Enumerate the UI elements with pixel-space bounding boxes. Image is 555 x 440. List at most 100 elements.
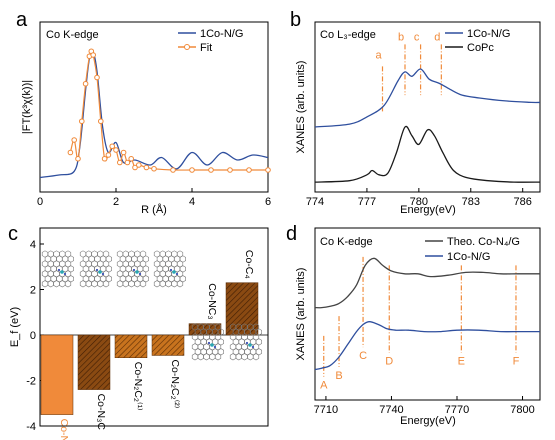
panel-a-fit-point <box>71 137 77 143</box>
panel-b-x-tick-label-4: 786 <box>514 196 532 208</box>
panel-c: c 4 2 0 -2 -4 Co-N₄ Co-N₃C Co-N₂C₂⁽¹⁾ Co-N₂C₂⁽²… <box>8 223 269 440</box>
panel-b-x-tick-label-3: 783 <box>462 196 480 208</box>
panel-d-x-tick-label-0: 7710 <box>314 404 338 416</box>
panel-c-ylabel: E_f (eV) <box>9 307 21 347</box>
panel-a-x-tick-label-0: 0 <box>37 196 43 208</box>
panel-a-fit-markers <box>67 48 271 173</box>
panel-a-letter: a <box>16 9 28 31</box>
panel-a-fit-point <box>90 52 96 58</box>
panel-b-x-tick-label-1: 777 <box>358 196 376 208</box>
panel-c-bar-2 <box>114 334 148 358</box>
panel-c-letter: c <box>8 223 18 245</box>
panel-a-fit-point <box>246 167 252 173</box>
panel-d-legend-label-1: Theo. Co-N₄/G <box>447 236 520 248</box>
panel-a-inset-title: Co K-edge <box>46 29 99 41</box>
panel-c-y-tick-label-4: -4 <box>26 421 36 433</box>
panel-a-fit-point <box>208 167 214 173</box>
panel-a-fit-point <box>75 155 81 162</box>
panel-a-x-tick-label-3: 6 <box>265 196 271 208</box>
panel-d-ylabel: XANES (arb. units) <box>295 268 307 361</box>
panel-d-x-tick-label-2: 7770 <box>445 404 469 416</box>
panel-c-structure-co-c4 <box>229 323 263 361</box>
panel-c-y-tick-label-3: -2 <box>26 376 36 388</box>
panel-d-xlabel: Energy(eV) <box>400 415 456 427</box>
panel-a-fit-point <box>128 155 134 162</box>
panel-b-peak-markers: a b c d <box>375 31 442 114</box>
panel-b-frame <box>314 21 541 193</box>
panel-a-fit-point <box>151 165 157 172</box>
panel-d-legend-label-2: 1Co-N/G <box>447 251 490 263</box>
panel-a-fit-point <box>117 159 123 166</box>
panel-d-marker-label-C: C <box>359 350 367 362</box>
panel-b-x-ticks: 774 777 780 783 786 <box>306 188 532 208</box>
panel-a-fit-point <box>98 118 104 125</box>
panel-a-x-tick-label-1: 2 <box>113 196 119 208</box>
panel-b-x-tick-label-2: 780 <box>410 196 428 208</box>
panel-c-bar-label-4: Co-NC₃ <box>206 283 218 319</box>
panel-a-fit-point <box>67 149 74 156</box>
panel-b-series-copc <box>314 125 541 183</box>
panel-c-structure-co-nc3 <box>191 323 224 361</box>
panel-c-structure-co-n3c <box>79 250 112 288</box>
panel-c-bar-1 <box>77 334 111 390</box>
panel-d-x-ticks: 7710 7740 7770 7800 <box>314 396 535 416</box>
panel-b-legend-label-2: CoPc <box>467 42 494 54</box>
panel-c-y-tick-label-2: 0 <box>30 330 36 342</box>
panel-b-x-tick-label-0: 774 <box>306 196 324 208</box>
panel-c-bar-label-5: Co-C₄ <box>243 250 255 279</box>
panel-b-marker-label-d: d <box>434 31 440 43</box>
panel-c-structure-co-n2c2-2 <box>153 250 186 288</box>
panel-b-inset-title: Co L₃-edge <box>320 29 376 41</box>
panel-a-xlabel: R (Å) <box>141 203 167 216</box>
panel-a-fit-point <box>265 167 271 173</box>
panel-b-legend-label-1: 1Co-N/G <box>467 28 510 40</box>
panel-d-series-1co-n-g <box>314 321 540 371</box>
panel-a-fit-point <box>113 147 119 153</box>
panel-c-bars <box>40 282 259 415</box>
panel-d-marker-label-A: A <box>320 380 328 392</box>
panel-a-fit-point <box>227 167 233 173</box>
panel-a-legend-label-1: 1Co-N/G <box>200 28 243 40</box>
panel-d-series-theo <box>314 257 540 309</box>
panel-a-fit-point <box>124 159 131 166</box>
panel-a-fit-point <box>101 155 108 162</box>
panel-a-legend-label-2: Fit <box>200 42 212 54</box>
panel-c-structure-co-n2c2-1 <box>116 250 149 288</box>
panel-d-x-tick-label-3: 7800 <box>510 404 534 416</box>
panel-b-ylabel: XANES (arb. units) <box>295 61 307 154</box>
panel-c-bar-label-3: Co-N₂C₂⁽²⁾ <box>169 359 181 408</box>
panel-a-fit-point <box>189 167 195 173</box>
panel-c-bar-label-0: Co-N₄ <box>58 419 70 440</box>
panel-a-fit-point <box>79 118 85 125</box>
panel-b: b Co L₃-edge 1Co-N/G CoPc 774 777 780 783 78… <box>290 9 541 216</box>
panel-c-y-tick-label-0: 4 <box>30 239 36 251</box>
panel-a-fit-point <box>82 80 89 87</box>
panel-a-ylabel: |FT(k³χ(k))| <box>21 80 33 134</box>
panel-d-x-tick-label-1: 7740 <box>379 404 403 416</box>
panel-d-frame <box>314 227 541 401</box>
panel-b-marker-label-a: a <box>375 49 382 61</box>
panel-c-bar-labels: Co-N₄ Co-N₃C Co-N₂C₂⁽¹⁾ Co-N₂C₂⁽²⁾ Co-NC₃ Co-… <box>58 250 255 440</box>
panel-b-xlabel: Energy(eV) <box>400 204 456 216</box>
panel-c-bar-label-2: Co-N₂C₂⁽¹⁾ <box>132 362 144 411</box>
panel-c-structure-co-n4 <box>41 250 74 288</box>
panel-b-marker-label-b: b <box>398 31 404 43</box>
panel-a: a Co K-edge 1Co-N/G Fit 0 2 4 6 R (Å) |FT(k… <box>16 9 271 216</box>
panel-d-marker-label-F: F <box>513 356 520 368</box>
panel-a-x-ticks: 0 2 4 6 <box>37 188 271 208</box>
panel-c-bar-0 <box>40 334 74 415</box>
panel-a-legend-marker-2 <box>184 44 190 50</box>
panel-a-fit-point <box>132 164 138 171</box>
panel-d-inset-title: Co K-edge <box>320 236 373 248</box>
panel-c-bar-label-1: Co-N₃C <box>95 394 107 431</box>
panel-d-marker-label-B: B <box>335 370 342 382</box>
panel-a-fit-point <box>109 143 115 150</box>
panel-a-fit-point <box>143 164 150 171</box>
panel-a-fit-point <box>170 167 176 173</box>
panel-d-marker-label-E: E <box>458 356 465 368</box>
panel-b-marker-label-c: c <box>414 31 420 43</box>
panel-a-series-1co-n-g <box>39 51 269 179</box>
panel-a-fit-point <box>105 152 112 158</box>
panel-c-frame <box>39 227 269 427</box>
